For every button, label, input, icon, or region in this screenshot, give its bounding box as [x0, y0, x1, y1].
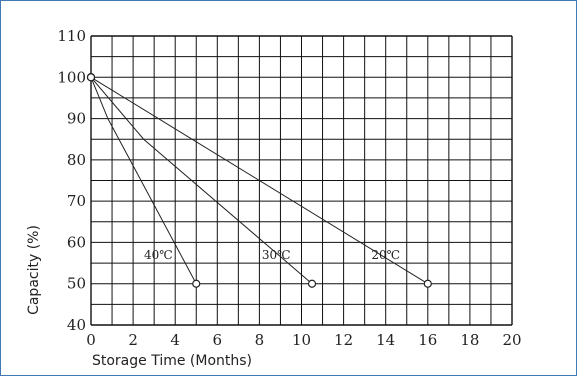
x-tick-label: 16	[418, 331, 437, 349]
x-tick-label: 4	[170, 331, 180, 349]
tick-labels: 0 2 4 6 8 10 12 14 16 18 20 40 50 60 70 80 90 100 110	[57, 27, 521, 349]
y-tick-label: 40	[67, 316, 86, 334]
y-tick-label: 50	[67, 275, 86, 293]
y-tick-label: 80	[67, 151, 86, 169]
x-tick-label: 12	[334, 331, 353, 349]
x-tick-label: 18	[460, 331, 479, 349]
x-tick-label: 20	[502, 331, 521, 349]
x-tick-label: 14	[376, 331, 395, 349]
y-tick-label: 90	[67, 110, 86, 128]
end-point-marker	[192, 279, 201, 288]
series-label: 40℃	[144, 248, 173, 262]
x-axis-title: Storage Time (Months)	[92, 353, 252, 369]
series-line	[90, 76, 313, 285]
series-label: 20℃	[371, 248, 400, 262]
y-axis-title: Capacity (%)	[26, 225, 42, 315]
x-tick-label: 6	[213, 331, 223, 349]
start-point-marker	[86, 73, 96, 82]
x-tick-label: 0	[86, 331, 96, 349]
series-labels: 40℃ 30℃ 20℃	[144, 248, 400, 262]
y-tick-label: 70	[67, 192, 86, 210]
x-tick-label: 2	[128, 331, 138, 349]
y-tick-label: 110	[57, 27, 86, 45]
x-tick-label: 10	[292, 331, 311, 349]
y-tick-label: 100	[57, 68, 86, 86]
end-point-marker	[307, 279, 317, 288]
series-line	[90, 77, 197, 284]
y-tick-label: 60	[67, 233, 86, 251]
series-label: 30℃	[262, 248, 291, 262]
series-line	[90, 76, 429, 285]
series-lines	[86, 73, 432, 288]
end-point-marker	[423, 279, 432, 288]
x-tick-label: 8	[255, 331, 265, 349]
grid	[90, 35, 513, 326]
